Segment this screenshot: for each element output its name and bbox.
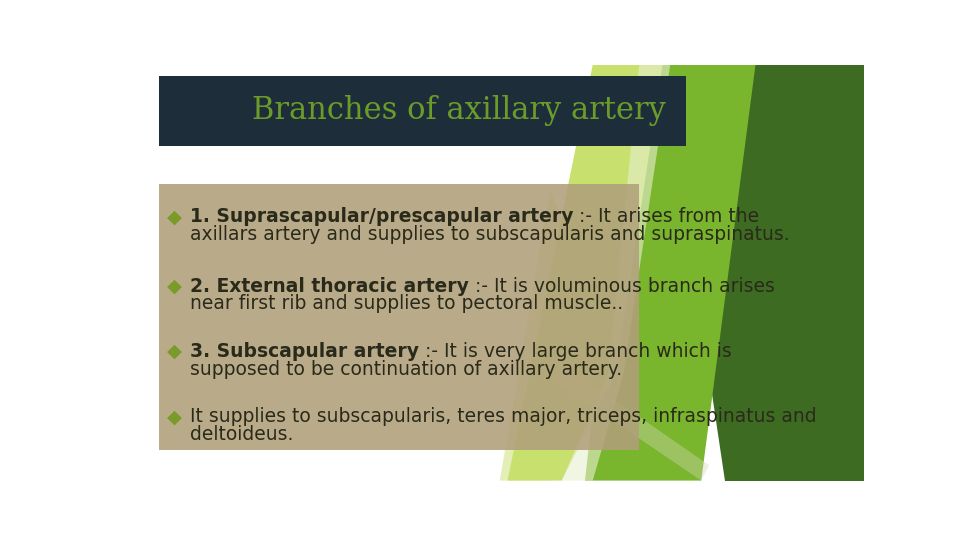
Polygon shape xyxy=(500,188,616,481)
Polygon shape xyxy=(662,65,864,481)
Polygon shape xyxy=(794,65,864,481)
Text: 2. External thoracic artery: 2. External thoracic artery xyxy=(190,276,468,295)
Polygon shape xyxy=(585,65,756,481)
Text: Branches of axillary artery: Branches of axillary artery xyxy=(252,96,665,126)
Text: :- It is very large branch which is: :- It is very large branch which is xyxy=(419,342,732,361)
Text: :- It arises from the: :- It arises from the xyxy=(573,207,759,226)
Text: deltoideus.: deltoideus. xyxy=(190,425,293,444)
Text: near first rib and supplies to pectoral muscle..: near first rib and supplies to pectoral … xyxy=(190,294,623,313)
Text: 3. Subscapular artery: 3. Subscapular artery xyxy=(190,342,419,361)
Text: ◆: ◆ xyxy=(167,207,181,226)
Polygon shape xyxy=(508,65,662,481)
Polygon shape xyxy=(562,65,670,481)
Text: 1. Suprascapular/prescapular artery: 1. Suprascapular/prescapular artery xyxy=(190,207,573,226)
FancyBboxPatch shape xyxy=(158,184,639,450)
Text: ◆: ◆ xyxy=(167,276,181,295)
Polygon shape xyxy=(542,357,709,481)
Text: :- It is voluminous branch arises: :- It is voluminous branch arises xyxy=(468,276,775,295)
Text: ◆: ◆ xyxy=(167,342,181,361)
Text: supposed to be continuation of axillary artery.: supposed to be continuation of axillary … xyxy=(190,360,622,379)
Text: axillars artery and supplies to subscapularis and supraspinatus.: axillars artery and supplies to subscapu… xyxy=(190,225,789,244)
Text: ◆: ◆ xyxy=(167,408,181,427)
Text: It supplies to subscapularis, teres major, triceps, infraspinatus and: It supplies to subscapularis, teres majo… xyxy=(190,408,816,427)
FancyBboxPatch shape xyxy=(158,76,685,146)
